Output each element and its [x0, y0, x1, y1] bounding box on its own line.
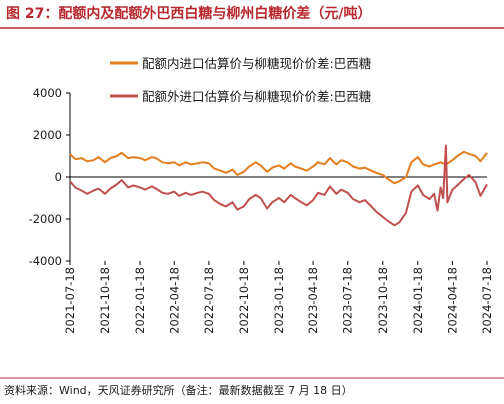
y-tick-label: -4000: [29, 254, 62, 268]
axes: [69, 93, 487, 261]
y-tick-label: 2000: [33, 128, 62, 142]
x-tick-label: 2024-04-18: [445, 267, 459, 334]
figure-title: 图 27：配额内及配额外巴西白糖与柳州白糖价差（元/吨）: [6, 5, 371, 22]
legend-label-out-quota: 配额外进口估算价与柳糖现价价差:巴西糖: [142, 89, 372, 104]
x-axis-ticks: 2021-07-18 2021-10-18 2022-01-18 2022-04-18…: [63, 261, 494, 334]
y-axis-ticks: 4000 2000 0 -2000 -4000: [29, 86, 70, 268]
legend-label-in-quota: 配额内进口估算价与柳糖现价价差:巴西糖: [142, 56, 372, 71]
series-lines: [69, 144, 488, 227]
x-tick-label: 2023-01-18: [272, 267, 286, 334]
x-tick-label: 2022-07-18: [202, 267, 216, 334]
series-line-in-quota: [69, 150, 488, 185]
x-tick-label: 2022-01-18: [133, 267, 147, 334]
x-tick-label: 2024-07-18: [480, 267, 494, 334]
x-tick-label: 2021-10-18: [98, 267, 112, 334]
series-line-out-quota: [69, 144, 488, 227]
source-note: 资料来源：Wind，天风证券研究所（备注：最新数据截至 7 月 18 日）: [4, 383, 353, 397]
x-tick-label: 2022-10-18: [237, 267, 251, 334]
x-tick-label: 2023-07-18: [341, 267, 355, 334]
x-tick-label: 2023-04-18: [306, 267, 320, 334]
x-tick-label: 2024-01-18: [411, 267, 425, 334]
y-tick-label: -2000: [29, 212, 62, 226]
legend: 配额内进口估算价与柳糖现价价差:巴西糖 配额外进口估算价与柳糖现价价差:巴西糖: [110, 56, 372, 104]
y-tick-label: 0: [55, 170, 62, 184]
y-tick-label: 4000: [33, 86, 62, 100]
x-tick-label: 2022-04-18: [167, 267, 181, 334]
x-tick-label: 2023-10-18: [376, 267, 390, 334]
x-tick-label: 2021-07-18: [63, 267, 77, 334]
